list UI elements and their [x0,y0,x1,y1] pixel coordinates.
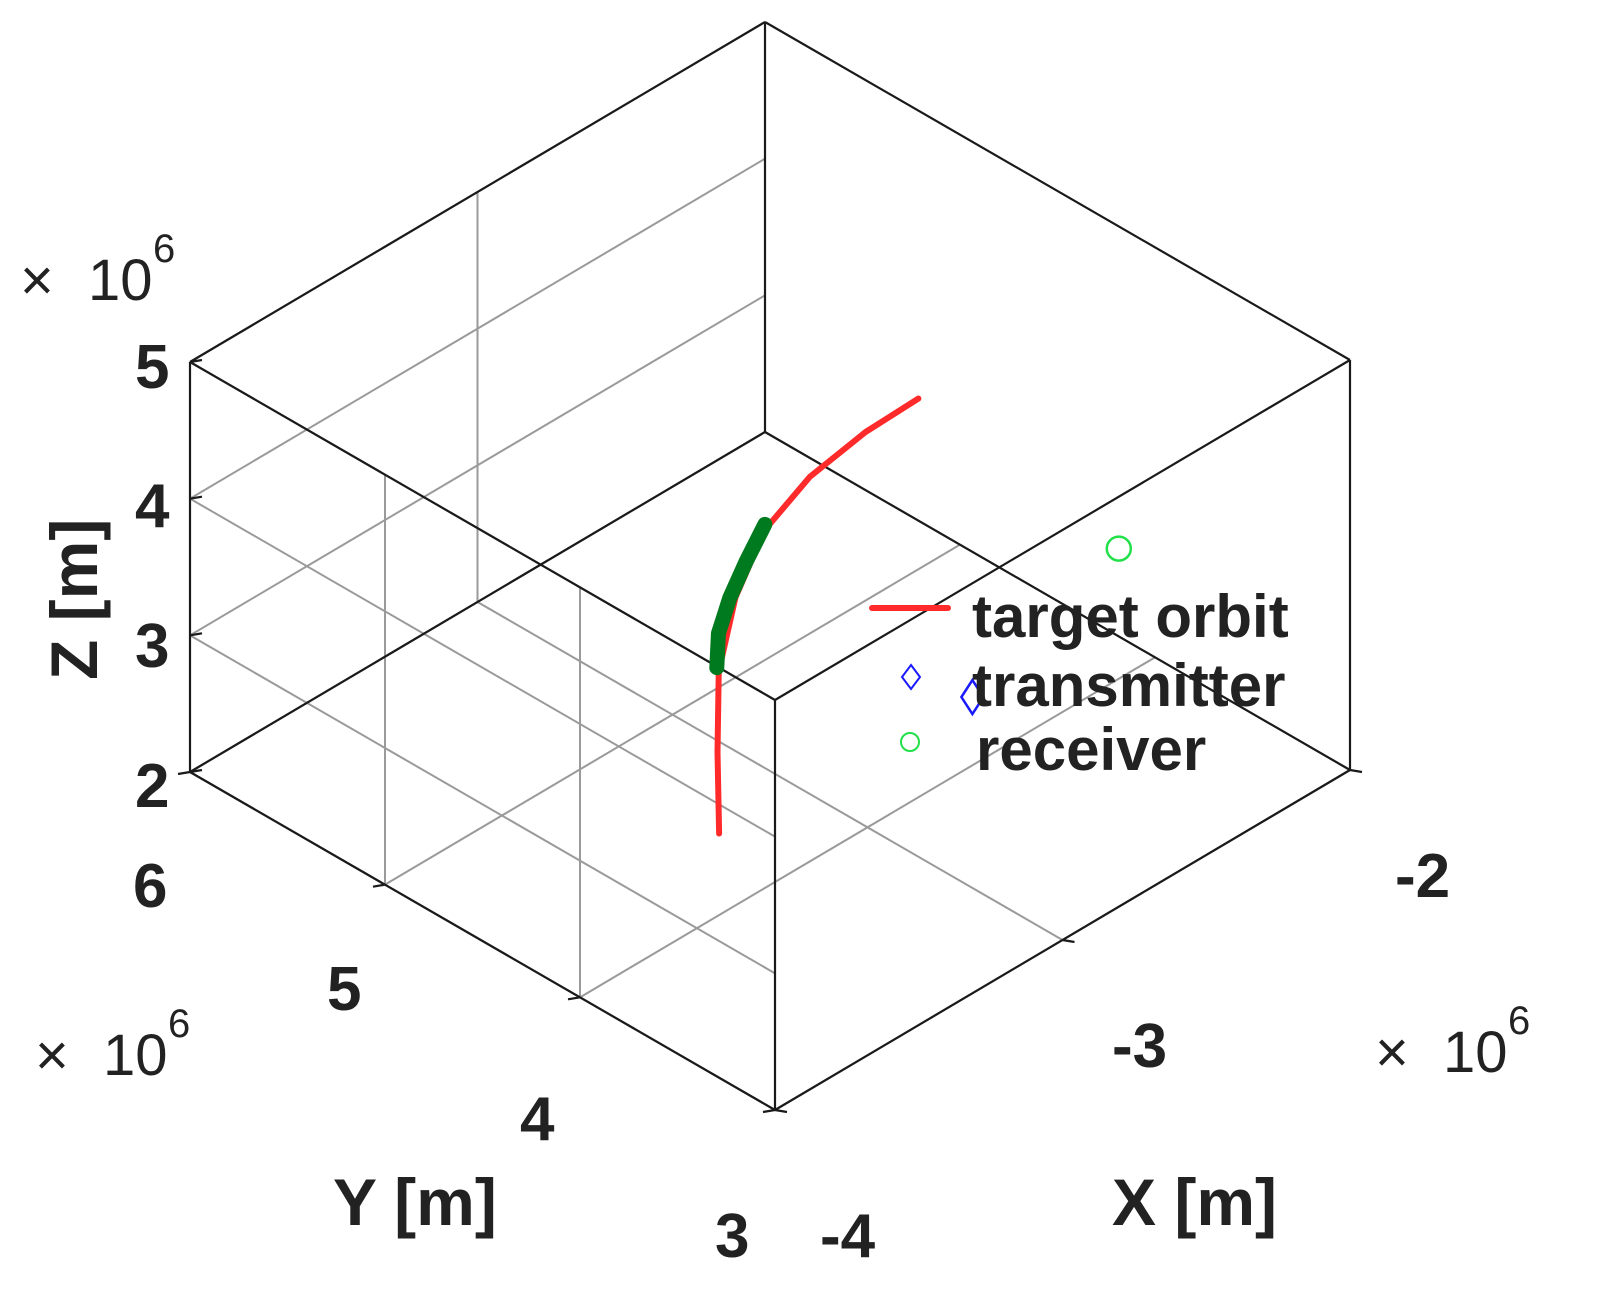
floor-gridline [476,601,1064,941]
svg-text:10: 10 [103,1023,168,1088]
tick-marks [177,358,1363,1114]
y-tick-label: 5 [327,955,361,1024]
y-tick-label: 6 [133,852,167,921]
x-tick-mark [1349,768,1363,774]
right-wall-gridline [189,294,766,637]
z-axis-label: Z [m] [37,519,111,680]
legend-diamond-icon [900,663,922,691]
x-multiplier: × 10 6 [1375,999,1530,1085]
right-wall-gridline [189,157,766,500]
x-axis-label: X [m] [1112,1165,1277,1239]
legend: target orbit transmitter receiver [869,583,1289,783]
box-edge [764,21,1351,361]
svg-text:10: 10 [88,248,153,313]
data-series [709,395,1133,837]
floor-gridline [579,656,1156,999]
gridlines [189,21,1351,1111]
y-multiplier: × 10 6 [35,1002,190,1088]
z-tick-mark [189,495,203,500]
z-tick-mark [189,358,203,364]
left-wall-gridline [189,497,776,838]
svg-text:×: × [1375,1020,1409,1085]
axes-frame [188,21,1352,1111]
svg-text:×: × [35,1023,69,1088]
left-wall-gridline [189,634,776,975]
x-tick-label: -4 [820,1202,876,1271]
y-tick-mark [177,770,191,776]
legend-label-transmitter: transmitter [972,652,1285,719]
box-edge [189,21,766,363]
box-edge [764,431,1351,771]
z-tick-label: 4 [135,472,170,541]
transmitter-marker [959,677,985,717]
x-tick-mark [774,1108,788,1114]
z-tick-mark [189,768,203,774]
x-tick-mark [1062,938,1075,944]
floor-gridline [384,543,961,886]
z-multiplier: × 10 6 [20,227,175,313]
legend-circle-icon [900,732,920,752]
y-tick-label: 3 [715,1202,749,1271]
y-tick-mark [567,996,581,1001]
z-tick-label: 3 [135,612,169,681]
box-edge [189,431,766,773]
z-tick-label: 2 [135,752,169,821]
highlight-segment [709,516,773,676]
legend-label-receiver: receiver [976,716,1206,783]
y-tick-label: 4 [520,1085,555,1154]
z-tick-mark [189,632,203,637]
box-edge [189,361,776,701]
y-tick-mark [372,883,386,888]
x-tick-label: -3 [1112,1012,1167,1081]
y-tick-mark [762,1108,776,1114]
receiver-marker [1105,535,1133,562]
box-edge [774,359,1351,701]
svg-text:6: 6 [153,227,175,271]
svg-text:6: 6 [168,1002,190,1046]
x-tick-label: -2 [1395,842,1450,911]
svg-text:10: 10 [1443,1020,1508,1085]
svg-text:6: 6 [1508,999,1530,1043]
legend-label-target-orbit: target orbit [972,583,1289,650]
svg-text:×: × [20,248,54,313]
z-tick-label: 5 [135,333,169,402]
y-axis-label: Y [m] [333,1165,497,1239]
box-edge [189,771,776,1111]
